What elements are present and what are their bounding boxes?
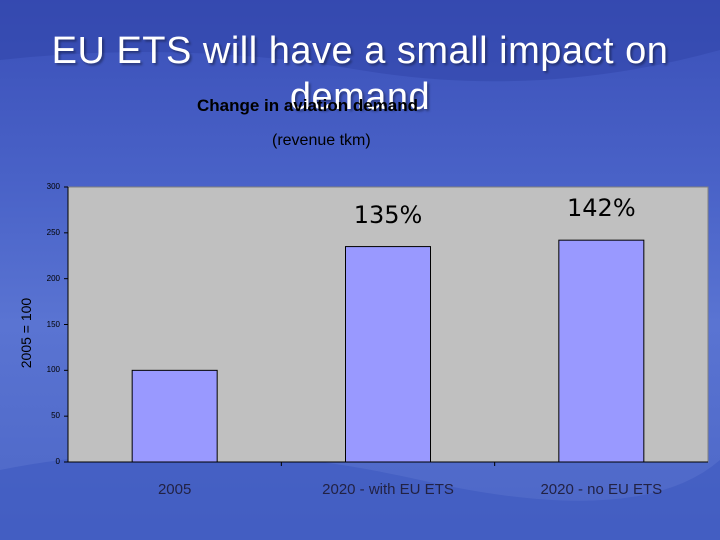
x-tick-label: 2020 - with EU ETS	[322, 481, 454, 498]
y-tick-label: 0	[55, 457, 60, 466]
bar	[558, 239, 645, 463]
chart-title: Change in aviation demand	[197, 96, 419, 115]
data-label: 142%	[567, 194, 636, 223]
bar	[131, 369, 218, 463]
y-tick-label: 150	[46, 319, 60, 329]
bar	[345, 246, 431, 463]
y-tick-label: 100	[46, 365, 60, 375]
y-axis-label: 2005 = 100	[18, 297, 34, 369]
y-tick-label: 300	[46, 182, 60, 191]
slide-title: EU ETS will have a small impact on deman…	[51, 30, 669, 118]
x-tick-label: 2005	[157, 481, 192, 498]
x-tick-label: 2020 - no EU ETS	[540, 481, 663, 498]
data-label: 135%	[353, 200, 423, 229]
chart-subtitle: (revenue tkm)	[272, 132, 371, 149]
y-tick-label: 200	[46, 273, 60, 283]
y-tick-label: 50	[51, 411, 60, 421]
y-tick-label: 250	[46, 227, 60, 237]
